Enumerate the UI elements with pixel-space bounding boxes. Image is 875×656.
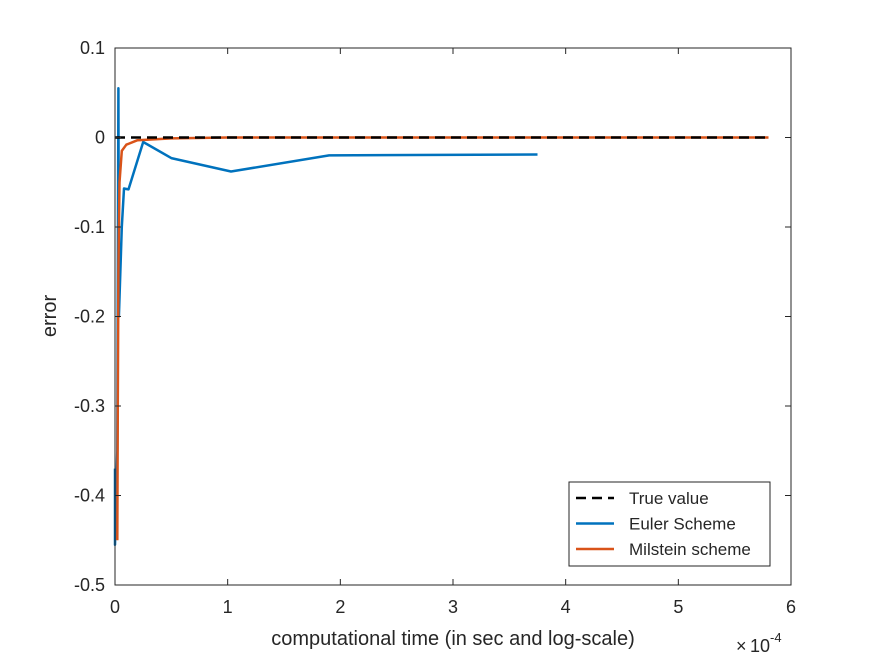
exponent-base: 10 bbox=[750, 636, 770, 656]
exponent-power: -4 bbox=[770, 630, 782, 645]
y-tick-label: 0 bbox=[95, 128, 105, 148]
times-symbol: × bbox=[736, 636, 747, 656]
y-axis-label: error bbox=[39, 295, 61, 338]
legend-label: True value bbox=[629, 489, 709, 508]
y-tick-label: 0.1 bbox=[80, 38, 105, 58]
legend-items: True value Euler Scheme Milstein scheme bbox=[576, 489, 751, 559]
x-tick-label: 4 bbox=[561, 597, 571, 617]
x-tick-label: 0 bbox=[110, 597, 120, 617]
x-tick-label: 5 bbox=[673, 597, 683, 617]
x-tick-label: 3 bbox=[448, 597, 458, 617]
y-axis-ticks: 0.1 0 -0.1 -0.2 -0.3 -0.4 -0.5 bbox=[74, 38, 791, 595]
x-tick-label: 6 bbox=[786, 597, 796, 617]
x-tick-label: 1 bbox=[223, 597, 233, 617]
series-layer bbox=[113, 87, 769, 546]
x-axis-exponent: × 10 -4 bbox=[736, 630, 782, 656]
legend-label: Euler Scheme bbox=[629, 515, 736, 534]
y-tick-label: -0.3 bbox=[74, 396, 105, 416]
y-tick-label: -0.4 bbox=[74, 486, 105, 506]
legend-label: Milstein scheme bbox=[629, 540, 751, 559]
y-tick-label: -0.5 bbox=[74, 575, 105, 595]
y-tick-label: -0.1 bbox=[74, 217, 105, 237]
x-axis-label: computational time (in sec and log-scale… bbox=[271, 628, 635, 650]
x-axis-ticks: 0 1 2 3 4 5 6 bbox=[110, 48, 796, 617]
x-tick-label: 2 bbox=[335, 597, 345, 617]
legend: True value Euler Scheme Milstein scheme bbox=[568, 481, 771, 567]
y-tick-label: -0.2 bbox=[74, 307, 105, 327]
